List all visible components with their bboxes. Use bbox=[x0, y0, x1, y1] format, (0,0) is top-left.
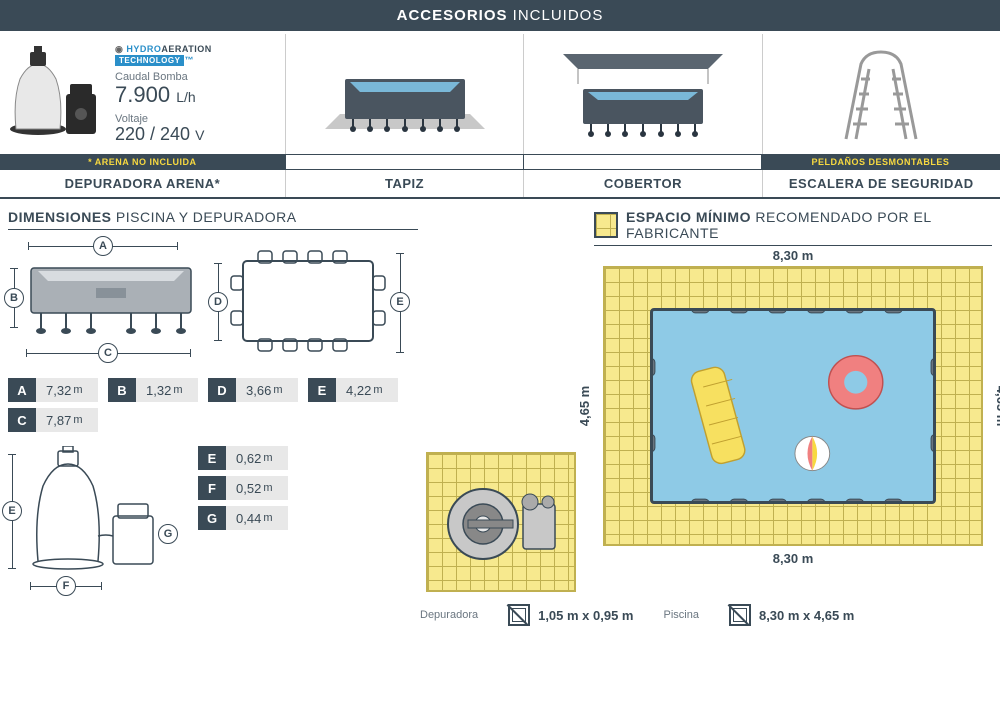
grid-icon bbox=[594, 212, 618, 238]
pump-dim-table: E0,62m F0,52m G0,44m bbox=[198, 446, 288, 530]
pump-diagram: E G F bbox=[8, 446, 178, 596]
minspace-title: ESPACIO MÍNIMO RECOMENDADO POR EL FABRIC… bbox=[594, 209, 992, 246]
header-bold: ACCESORIOS bbox=[397, 7, 508, 24]
size-icon bbox=[729, 604, 751, 626]
main-section: DIMENSIONES PISCINA Y DEPURADORA A B bbox=[0, 199, 1000, 596]
label-2: COBERTOR bbox=[524, 170, 762, 197]
accessories-images: ◉ HYDROAERATION TECHNOLOGY™ Caudal Bomba… bbox=[0, 34, 1000, 155]
volt-value: 220 / 240 V bbox=[115, 125, 277, 145]
tapiz-icon bbox=[315, 44, 495, 144]
size-icon bbox=[508, 604, 530, 626]
pump-spec-block: ◉ HYDROAERATION TECHNOLOGY™ Caudal Bomba… bbox=[0, 34, 285, 154]
pool-side-diagram: A B C bbox=[8, 238, 198, 368]
label-1: TAPIZ bbox=[286, 170, 524, 197]
footer-depuradora: Depuradora bbox=[420, 604, 478, 626]
label-0: DEPURADORA ARENA* bbox=[0, 170, 286, 197]
note-2 bbox=[524, 155, 762, 169]
ladder-icon bbox=[821, 44, 941, 144]
cobertor-icon bbox=[553, 44, 733, 144]
flow-value: 7.900 L/h bbox=[115, 83, 277, 107]
header-light: INCLUIDOS bbox=[513, 7, 604, 24]
accessories-labels: DEPURADORA ARENA* TAPIZ COBERTOR ESCALER… bbox=[0, 169, 1000, 199]
dimensions-title: DIMENSIONES PISCINA Y DEPURADORA bbox=[8, 209, 418, 230]
note-3: PELDAÑOS DESMONTABLES bbox=[762, 155, 1000, 169]
note-0: * ARENA NO INCLUIDA bbox=[0, 155, 286, 169]
sand-filter-icon bbox=[8, 44, 103, 144]
accessories-notes: * ARENA NO INCLUIDA PELDAÑOS DESMONTABLE… bbox=[0, 155, 1000, 169]
footer-row: Depuradora 1,05 m x 0,95 m Piscina 8,30 … bbox=[0, 604, 1000, 634]
minspace-column: ESPACIO MÍNIMO RECOMENDADO POR EL FABRIC… bbox=[594, 209, 992, 596]
hydro-logo: ◉ HYDROAERATION TECHNOLOGY™ bbox=[115, 44, 277, 65]
depuradora-space bbox=[426, 452, 586, 592]
footer-piscina: Piscina bbox=[664, 604, 699, 626]
header-bar: ACCESORIOS INCLUIDOS bbox=[0, 0, 1000, 34]
note-1 bbox=[286, 155, 524, 169]
piscina-size: 8,30 m x 4,65 m bbox=[759, 608, 854, 623]
pool-top-diagram: D E bbox=[218, 238, 408, 368]
depuradora-size: 1,05 m x 0,95 m bbox=[538, 608, 633, 623]
pool-dim-table: A7,32m B1,32m D3,66m E4,22m C7,87m bbox=[8, 378, 418, 432]
label-3: ESCALERA DE SEGURIDAD bbox=[763, 170, 1000, 197]
dimensions-column: DIMENSIONES PISCINA Y DEPURADORA A B bbox=[8, 209, 418, 596]
